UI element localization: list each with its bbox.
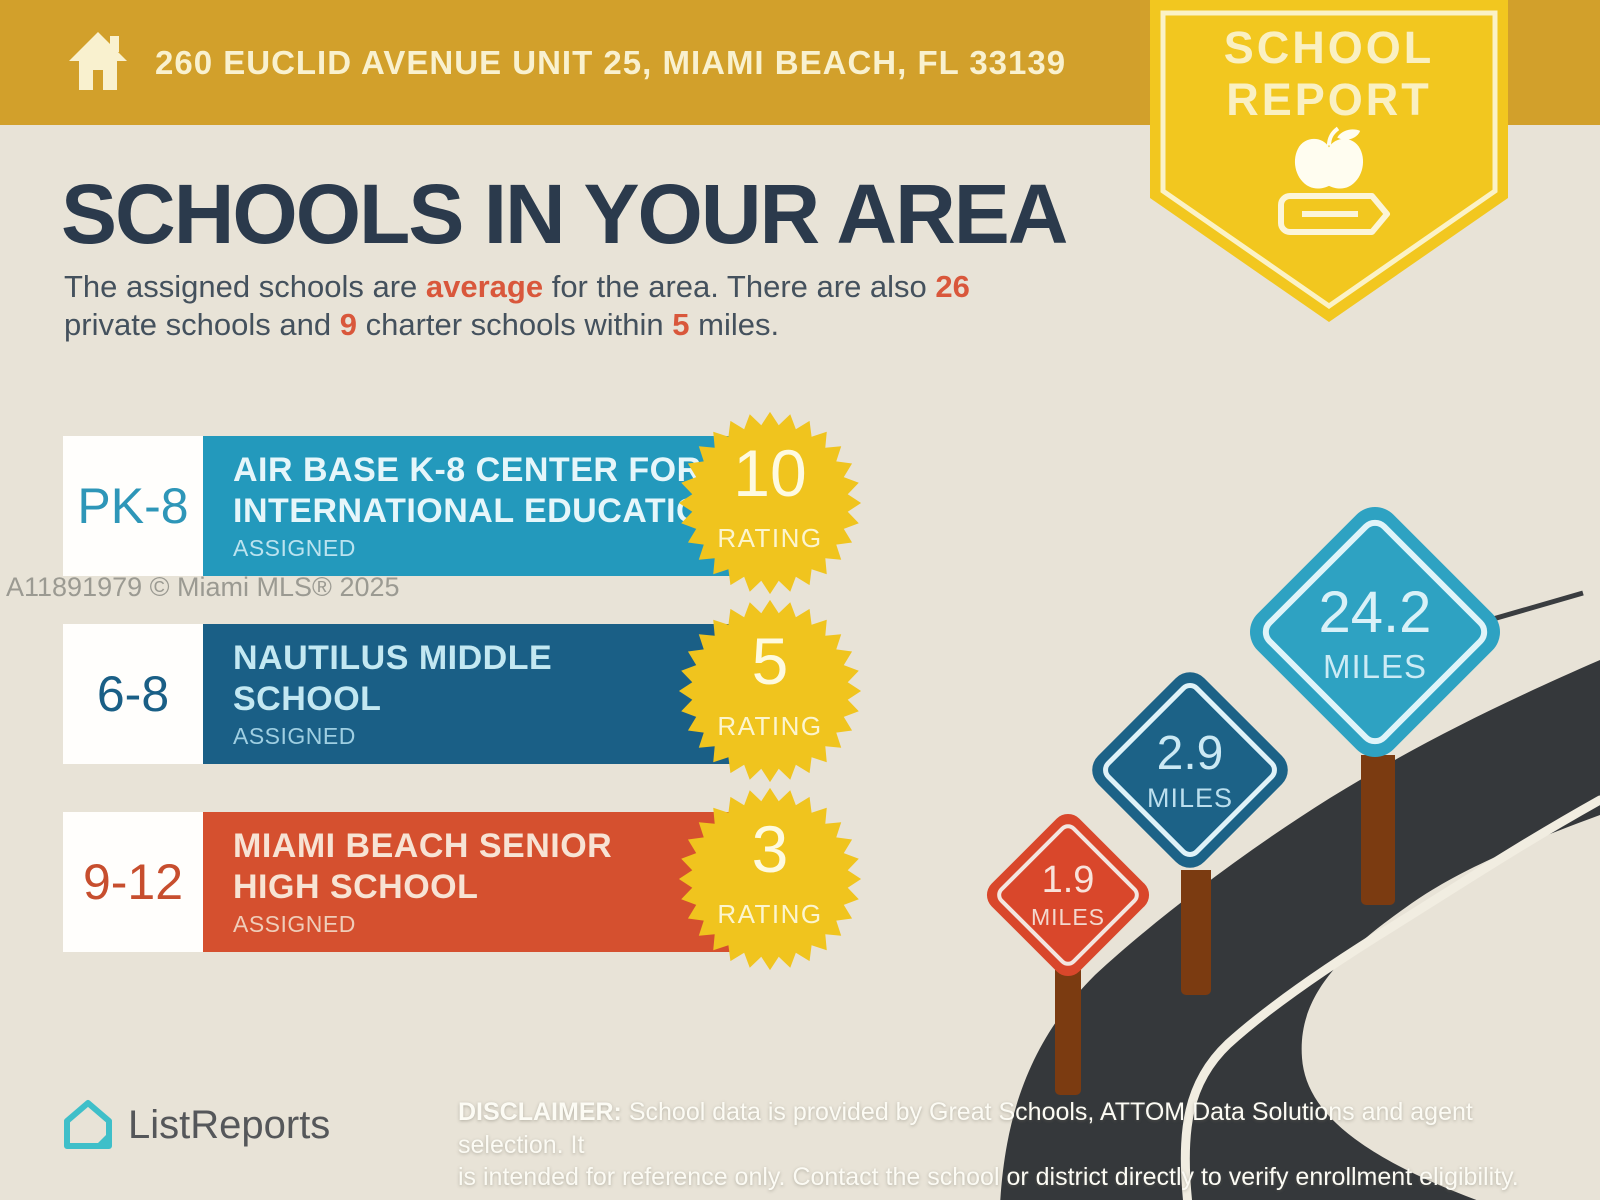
school-row-elementary: PK-8 AIR BASE K-8 CENTER FOR INTERNATION… bbox=[63, 411, 903, 595]
rating-label: RATING bbox=[717, 899, 823, 929]
school-bar: AIR BASE K-8 CENTER FOR INTERNATIONAL ED… bbox=[203, 436, 781, 576]
school-name-line2: HIGH SCHOOL bbox=[233, 867, 479, 906]
distance-value: 24.2 bbox=[1318, 579, 1432, 645]
grade-range: 9-12 bbox=[63, 812, 203, 952]
school-name-line1: MIAMI BEACH SENIOR bbox=[233, 827, 613, 866]
page-title: SCHOOLS IN YOUR AREA bbox=[61, 167, 1068, 261]
distance-sign-high-school: 1.9 MILES bbox=[980, 807, 1156, 983]
school-bar: NAUTILUS MIDDLE SCHOOL ASSIGNED bbox=[203, 624, 781, 764]
school-name-line1: NAUTILUS MIDDLE bbox=[233, 639, 553, 678]
sign-post-far bbox=[1361, 755, 1395, 905]
distance-value: 2.9 bbox=[1156, 727, 1224, 780]
intro-highlight-private-count: 26 bbox=[935, 269, 970, 304]
rating-label: RATING bbox=[717, 523, 823, 553]
book-icon bbox=[1278, 193, 1390, 235]
apple-icon bbox=[1294, 126, 1364, 189]
intro-part: The assigned schools are bbox=[64, 269, 426, 304]
intro-part: private schools and bbox=[64, 306, 340, 342]
rating-value: 3 bbox=[751, 812, 789, 886]
distance-unit: MILES bbox=[1322, 647, 1428, 685]
badge-title-line2: REPORT bbox=[1226, 74, 1432, 125]
home-icon bbox=[69, 32, 127, 90]
property-address: 260 EUCLID AVENUE UNIT 25, MIAMI BEACH, … bbox=[155, 43, 1067, 81]
intro-text: The assigned schools are average for the… bbox=[64, 268, 1144, 344]
rating-value: 10 bbox=[733, 436, 807, 510]
distance-sign-label: 2.9 MILES bbox=[1115, 695, 1265, 845]
school-name-line2: SCHOOL bbox=[233, 679, 382, 718]
school-status: ASSIGNED bbox=[233, 534, 356, 561]
intro-part: for the area. There are also bbox=[543, 269, 936, 304]
distance-sign-label: 24.2 MILES bbox=[1279, 536, 1471, 728]
grade-range: 6-8 bbox=[63, 624, 203, 764]
rating-starburst: 10 RATING bbox=[678, 411, 862, 595]
sign-post-mid bbox=[1181, 870, 1211, 995]
school-status: ASSIGNED bbox=[233, 910, 356, 937]
rating-starburst: 5 RATING bbox=[678, 599, 862, 783]
distance-unit: MILES bbox=[1030, 904, 1106, 930]
pennant-shape bbox=[1150, 0, 1508, 322]
school-report-badge: SCHOOL REPORT bbox=[1150, 0, 1508, 322]
mls-watermark: A11891979 © Miami MLS® 2025 bbox=[6, 572, 400, 602]
rating-starburst: 3 RATING bbox=[678, 787, 862, 971]
distance-sign-elementary: 24.2 MILES bbox=[1239, 496, 1511, 768]
disclaimer-label: DISCLAIMER: bbox=[458, 1098, 622, 1126]
badge-title-line1: SCHOOL bbox=[1223, 22, 1435, 73]
sign-post-near bbox=[1055, 970, 1081, 1095]
school-row-middle: 6-8 NAUTILUS MIDDLE SCHOOL ASSIGNED 5 RA… bbox=[63, 599, 903, 783]
disclaimer-line2: is intended for reference only. Contact … bbox=[458, 1163, 1519, 1191]
road-center-line bbox=[1180, 795, 1600, 1200]
distance-value: 1.9 bbox=[1041, 859, 1095, 901]
intro-part: miles. bbox=[689, 306, 780, 342]
intro-highlight-charter-count: 9 bbox=[339, 306, 357, 342]
school-status: ASSIGNED bbox=[233, 722, 356, 749]
disclaimer-text: DISCLAIMER: School data is provided by G… bbox=[458, 1096, 1538, 1194]
disclaimer-line1: School data is provided by Great Schools… bbox=[458, 1098, 1473, 1159]
school-name-line2: INTERNATIONAL EDUCATION bbox=[233, 491, 729, 530]
rating-value: 5 bbox=[751, 624, 789, 698]
school-row-high: 9-12 MIAMI BEACH SENIOR HIGH SCHOOL ASSI… bbox=[63, 787, 903, 971]
listreports-logo: ListReports bbox=[62, 1098, 330, 1152]
rating-label: RATING bbox=[717, 711, 823, 741]
school-name-line1: AIR BASE K-8 CENTER FOR bbox=[233, 451, 702, 490]
road-asphalt bbox=[1000, 660, 1600, 1200]
intro-part: charter schools within bbox=[356, 306, 673, 342]
grade-range: PK-8 bbox=[63, 436, 203, 576]
intro-highlight-average: average bbox=[425, 269, 544, 304]
distance-sign-label: 1.9 MILES bbox=[1006, 833, 1130, 957]
listreports-house-icon bbox=[64, 1100, 112, 1149]
listreports-wordmark: ListReports bbox=[128, 1102, 331, 1147]
intro-highlight-radius: 5 bbox=[672, 306, 690, 342]
distance-sign-middle-school: 2.9 MILES bbox=[1083, 663, 1297, 877]
distance-unit: MILES bbox=[1146, 783, 1234, 813]
